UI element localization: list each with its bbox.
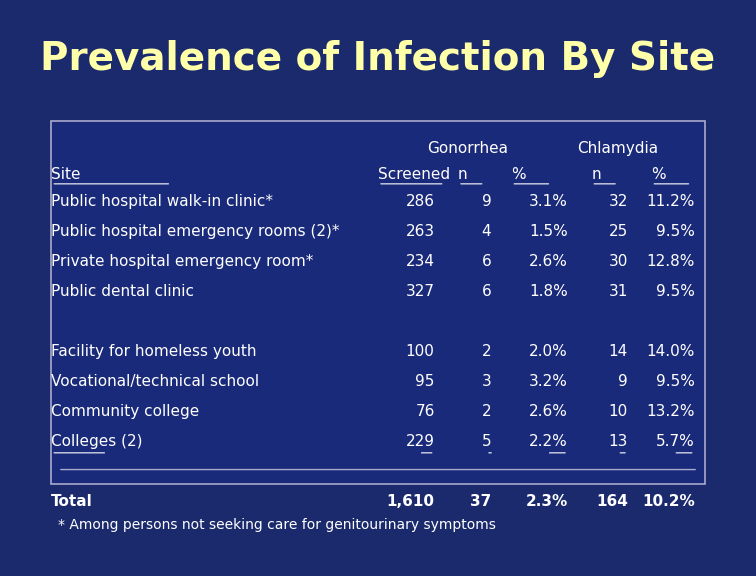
Text: 2.6%: 2.6% xyxy=(529,404,568,419)
Text: n: n xyxy=(591,166,601,181)
Text: Gonorrhea: Gonorrhea xyxy=(427,141,509,156)
Text: 2: 2 xyxy=(482,404,491,419)
Text: 286: 286 xyxy=(406,194,435,209)
Text: 37: 37 xyxy=(470,494,491,509)
Text: 229: 229 xyxy=(406,434,435,449)
Text: Total: Total xyxy=(51,494,93,509)
Text: 2.3%: 2.3% xyxy=(525,494,568,509)
Text: 13: 13 xyxy=(609,434,628,449)
Text: 100: 100 xyxy=(406,344,435,359)
Text: Colleges (2): Colleges (2) xyxy=(51,434,143,449)
Text: 2.2%: 2.2% xyxy=(529,434,568,449)
Text: 13.2%: 13.2% xyxy=(646,404,695,419)
Text: 263: 263 xyxy=(405,224,435,239)
Text: Public dental clinic: Public dental clinic xyxy=(51,284,194,299)
Text: Private hospital emergency room*: Private hospital emergency room* xyxy=(51,254,314,269)
Text: 14: 14 xyxy=(609,344,628,359)
Text: 30: 30 xyxy=(609,254,628,269)
Text: 9: 9 xyxy=(482,194,491,209)
Text: 2.6%: 2.6% xyxy=(529,254,568,269)
Text: 9: 9 xyxy=(618,374,628,389)
Text: * Among persons not seeking care for genitourinary symptoms: * Among persons not seeking care for gen… xyxy=(58,518,496,532)
Text: Chlamydia: Chlamydia xyxy=(578,141,658,156)
Text: 2.0%: 2.0% xyxy=(529,344,568,359)
Text: Site: Site xyxy=(51,166,81,181)
Text: Community college: Community college xyxy=(51,404,200,419)
Text: 3.2%: 3.2% xyxy=(529,374,568,389)
Text: 164: 164 xyxy=(596,494,628,509)
Text: Public hospital walk-in clinic*: Public hospital walk-in clinic* xyxy=(51,194,273,209)
Text: 11.2%: 11.2% xyxy=(646,194,695,209)
Text: Public hospital emergency rooms (2)*: Public hospital emergency rooms (2)* xyxy=(51,224,339,239)
Text: 9.5%: 9.5% xyxy=(656,224,695,239)
Text: n: n xyxy=(458,166,468,181)
Text: 31: 31 xyxy=(609,284,628,299)
Text: 32: 32 xyxy=(609,194,628,209)
Text: 10.2%: 10.2% xyxy=(642,494,695,509)
Text: Vocational/technical school: Vocational/technical school xyxy=(51,374,259,389)
Text: 6: 6 xyxy=(482,254,491,269)
Text: Prevalence of Infection By Site: Prevalence of Infection By Site xyxy=(40,40,716,78)
Text: 327: 327 xyxy=(406,284,435,299)
Text: 1.8%: 1.8% xyxy=(529,284,568,299)
Text: 95: 95 xyxy=(415,374,435,389)
Text: 5.7%: 5.7% xyxy=(656,434,695,449)
FancyBboxPatch shape xyxy=(51,121,705,484)
Text: 9.5%: 9.5% xyxy=(656,284,695,299)
Text: 4: 4 xyxy=(482,224,491,239)
Text: %: % xyxy=(652,166,666,181)
Text: %: % xyxy=(511,166,526,181)
Text: 76: 76 xyxy=(415,404,435,419)
Text: 12.8%: 12.8% xyxy=(646,254,695,269)
Text: 9.5%: 9.5% xyxy=(656,374,695,389)
Text: 14.0%: 14.0% xyxy=(646,344,695,359)
Text: 5: 5 xyxy=(482,434,491,449)
Text: 25: 25 xyxy=(609,224,628,239)
Text: 3: 3 xyxy=(482,374,491,389)
Text: 2: 2 xyxy=(482,344,491,359)
Text: 6: 6 xyxy=(482,284,491,299)
Text: 3.1%: 3.1% xyxy=(529,194,568,209)
Text: Facility for homeless youth: Facility for homeless youth xyxy=(51,344,257,359)
Text: 234: 234 xyxy=(406,254,435,269)
Text: 10: 10 xyxy=(609,404,628,419)
Text: Screened: Screened xyxy=(378,166,450,181)
Text: 1,610: 1,610 xyxy=(386,494,435,509)
Text: 1.5%: 1.5% xyxy=(529,224,568,239)
